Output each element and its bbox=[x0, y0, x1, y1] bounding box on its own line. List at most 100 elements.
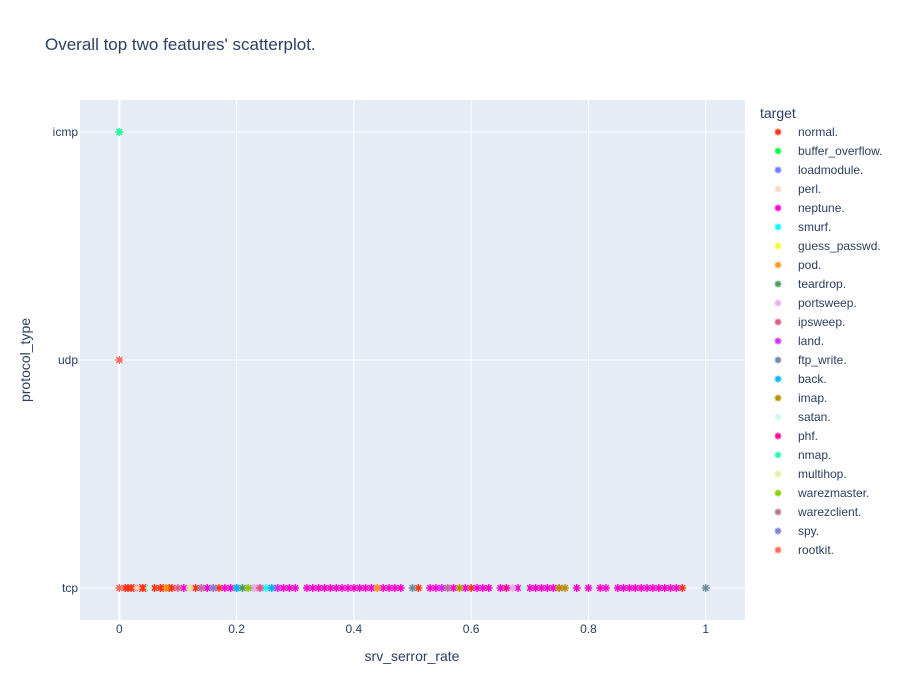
legend-item[interactable]: perl. bbox=[774, 182, 822, 196]
data-point[interactable] bbox=[555, 584, 564, 592]
marker-stroke bbox=[508, 584, 516, 592]
data-point[interactable] bbox=[496, 584, 505, 592]
legend-marker-icon bbox=[774, 147, 782, 155]
legend-item[interactable]: warezclient. bbox=[774, 505, 862, 519]
data-point[interactable] bbox=[701, 584, 710, 592]
data-point[interactable] bbox=[191, 584, 200, 592]
x-tick-label: 0 bbox=[116, 622, 123, 636]
data-point[interactable] bbox=[431, 584, 440, 592]
legend-item[interactable]: smurf. bbox=[774, 220, 832, 234]
data-point[interactable] bbox=[484, 584, 493, 592]
y-tick-label: icmp bbox=[53, 125, 79, 139]
data-point[interactable] bbox=[144, 584, 153, 592]
data-point[interactable] bbox=[461, 584, 470, 592]
legend-item[interactable]: back. bbox=[774, 372, 827, 386]
data-point[interactable] bbox=[560, 584, 569, 592]
marker-stroke bbox=[775, 395, 781, 401]
marker-stroke bbox=[456, 584, 463, 592]
data-point[interactable] bbox=[343, 584, 352, 592]
marker-stroke bbox=[332, 584, 340, 592]
data-point[interactable] bbox=[185, 584, 194, 592]
legend-item[interactable]: ipsweep. bbox=[774, 315, 846, 329]
data-point[interactable] bbox=[408, 584, 417, 592]
data-point[interactable] bbox=[385, 584, 394, 592]
legend-item[interactable]: phf. bbox=[774, 429, 819, 443]
legend-item[interactable]: portsweep. bbox=[774, 296, 857, 310]
data-point[interactable] bbox=[338, 584, 347, 592]
legend[interactable]: normal. buffer_overflow. loadmodule. perl. n… bbox=[774, 125, 883, 557]
data-point[interactable] bbox=[455, 584, 464, 592]
data-point[interactable] bbox=[390, 584, 399, 592]
marker-stroke bbox=[520, 584, 528, 592]
data-point[interactable] bbox=[584, 584, 593, 592]
data-point[interactable] bbox=[256, 584, 265, 592]
legend-marker-icon bbox=[774, 299, 782, 307]
data-point[interactable] bbox=[361, 584, 370, 592]
marker-stroke bbox=[239, 584, 246, 592]
marker-stroke bbox=[368, 584, 375, 592]
legend-item[interactable]: imap. bbox=[774, 391, 828, 405]
legend-marker-icon bbox=[774, 375, 782, 383]
data-point[interactable] bbox=[226, 584, 235, 592]
legend-item[interactable]: multihop. bbox=[774, 467, 847, 481]
data-point[interactable] bbox=[332, 584, 341, 592]
data-point[interactable] bbox=[602, 584, 611, 592]
data-point[interactable] bbox=[672, 584, 681, 592]
data-point[interactable] bbox=[115, 128, 124, 136]
data-point[interactable] bbox=[279, 584, 288, 592]
marker-stroke bbox=[775, 300, 781, 306]
marker-stroke bbox=[775, 471, 781, 477]
data-point[interactable] bbox=[173, 584, 182, 592]
legend-item[interactable]: warezmaster. bbox=[774, 486, 870, 500]
data-point[interactable] bbox=[197, 584, 206, 592]
marker-stroke bbox=[626, 584, 633, 592]
legend-item[interactable]: rootkit. bbox=[774, 543, 835, 557]
data-point[interactable] bbox=[267, 584, 276, 592]
legend-item[interactable]: pod. bbox=[774, 258, 822, 272]
marker-stroke bbox=[678, 584, 686, 592]
legend-item[interactable]: guess_passwd. bbox=[774, 239, 881, 253]
marker-stroke bbox=[620, 584, 627, 592]
legend-item[interactable]: ftp_write. bbox=[774, 353, 847, 367]
data-point[interactable] bbox=[291, 584, 300, 592]
marker-stroke bbox=[775, 148, 781, 154]
marker-stroke bbox=[373, 584, 381, 592]
data-point[interactable] bbox=[396, 584, 405, 592]
legend-item[interactable]: satan. bbox=[774, 410, 831, 424]
marker-stroke bbox=[303, 584, 311, 592]
data-point[interactable] bbox=[648, 584, 657, 592]
data-point[interactable] bbox=[209, 584, 218, 592]
marker-stroke bbox=[497, 584, 504, 592]
data-point[interactable] bbox=[660, 584, 669, 592]
marker-stroke bbox=[573, 584, 581, 592]
legend-item[interactable]: teardrop. bbox=[774, 277, 847, 291]
data-point[interactable] bbox=[502, 584, 511, 592]
legend-item[interactable]: nmap. bbox=[774, 448, 832, 462]
data-point[interactable] bbox=[572, 584, 581, 592]
legend-item[interactable]: land. bbox=[774, 334, 825, 348]
legend-item[interactable]: spy. bbox=[774, 524, 820, 538]
data-point[interactable] bbox=[373, 584, 382, 592]
data-points[interactable] bbox=[115, 128, 710, 592]
chart-title: Overall top two features' scatterplot. bbox=[45, 35, 316, 54]
legend-item[interactable]: buffer_overflow. bbox=[774, 144, 883, 158]
data-point[interactable] bbox=[443, 584, 452, 592]
legend-label: ftp_write. bbox=[798, 353, 847, 367]
legend-item[interactable]: loadmodule. bbox=[774, 163, 864, 177]
data-point[interactable] bbox=[132, 584, 141, 592]
data-point[interactable] bbox=[115, 584, 124, 592]
legend-item[interactable]: normal. bbox=[774, 125, 839, 139]
marker-stroke bbox=[555, 584, 563, 592]
marker-stroke bbox=[775, 357, 781, 363]
data-point[interactable] bbox=[519, 584, 528, 592]
data-point[interactable] bbox=[162, 584, 171, 592]
data-point[interactable] bbox=[244, 584, 253, 592]
legend-marker-icon bbox=[774, 242, 782, 250]
y-tick-label: tcp bbox=[62, 581, 78, 595]
marker-stroke bbox=[186, 584, 193, 592]
data-point[interactable] bbox=[543, 584, 552, 592]
data-point[interactable] bbox=[115, 356, 124, 364]
legend-item[interactable]: neptune. bbox=[774, 201, 845, 215]
marker-stroke bbox=[344, 584, 352, 592]
data-point[interactable] bbox=[232, 584, 241, 592]
